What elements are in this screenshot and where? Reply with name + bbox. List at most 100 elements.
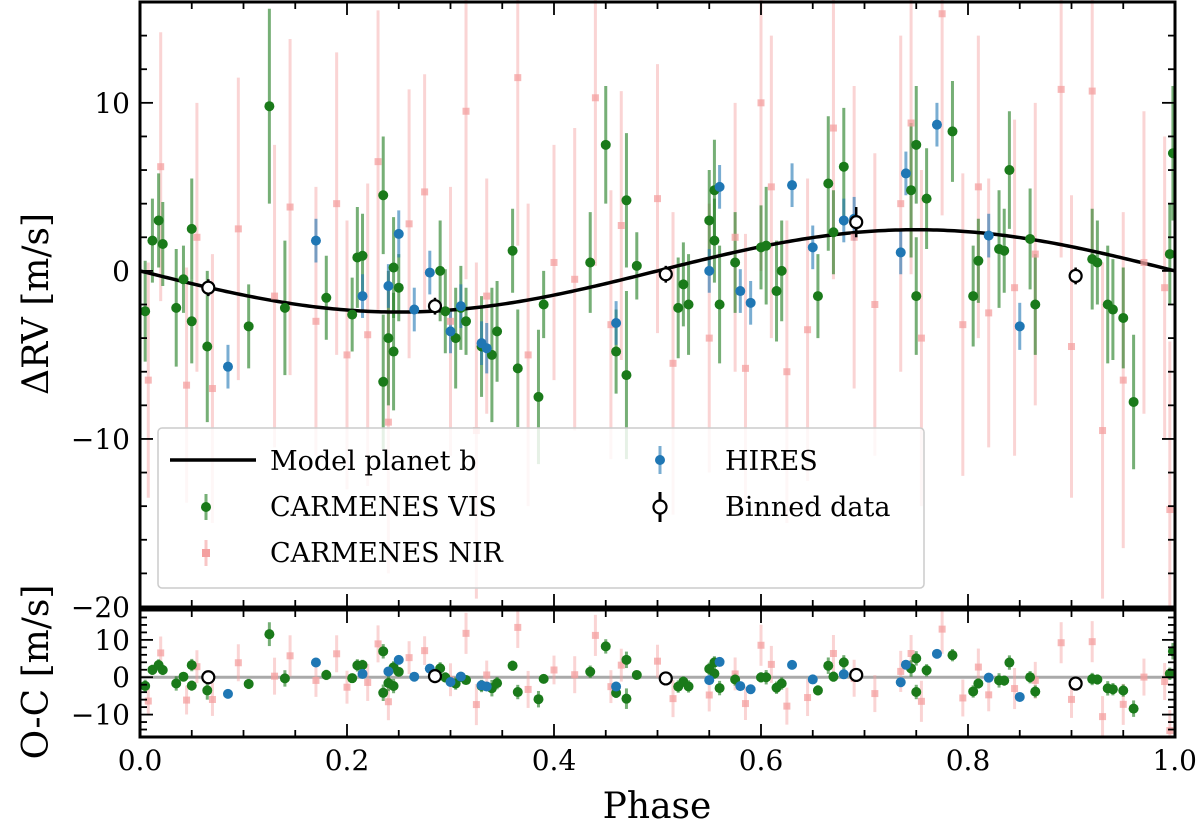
bot-nir-point-40 [907,650,915,658]
top-vis-point-17 [378,376,389,387]
top-hires-point-10 [481,343,492,354]
top-hires-point-5 [409,304,420,315]
bot-vis-point-32 [533,694,544,705]
top-nir-point-17 [462,107,470,115]
bot-hires-point-17 [807,674,818,685]
bot-vis-point-6 [186,660,197,671]
top-nir-point-4 [208,385,216,393]
bot-nir-point-43 [959,694,967,702]
top-vis-point-26 [461,316,472,327]
bot-hires-point-4 [393,654,404,665]
top-vis-point-53 [823,178,834,189]
bot-vis-point-39 [631,669,642,680]
top-nir-point-24 [591,94,599,102]
bot-nir-point-50 [1088,638,1096,646]
top-nir-point-40 [907,119,915,127]
top-vis-point-1 [147,235,158,246]
top-binned-point-4 [1068,268,1083,284]
bot-nir-point-30 [731,670,739,678]
top-vis-point-54 [828,227,839,238]
bot-vis-point-57 [911,686,922,697]
top-nir-point-53 [1140,258,1148,266]
xtick-label-5: 1.0 [1152,744,1197,777]
top-vis-point-61 [968,291,979,302]
bot-vis-point-37 [621,654,632,665]
top-nir-point-48 [1057,85,1065,93]
bot-hires-point-23 [983,672,994,683]
top-nir-point-31 [741,364,749,372]
top-ytick-label-0: −20 [71,591,130,624]
xtick-label-1: 0.2 [325,744,370,777]
top-hires-point-15 [745,297,756,308]
bot-nir-point-38 [871,690,879,698]
bot-vis-point-52 [812,685,823,696]
top-nir-point-38 [871,301,879,308]
top-vis-point-18 [383,333,394,344]
xtick-label-0: 0.0 [118,744,163,777]
top-vis-point-10 [264,101,275,112]
legend-label-vis: CARMENES VIS [270,492,497,523]
top-nir-point-2 [183,381,191,389]
bot-nir-point-14 [405,654,413,662]
bot-vis-point-16 [378,646,389,657]
bot-vis-point-71 [1107,684,1118,695]
top-nir-point-0 [144,376,152,384]
top-vis-point-43 [704,215,715,226]
bot-nir-point-26 [617,661,625,669]
top-vis-point-31 [512,363,523,374]
top-vis-point-52 [812,291,823,302]
top-vis-point-51 [776,265,787,276]
top-nir-point-30 [731,233,739,241]
bot-nir-point-4 [208,695,216,703]
legend-label-binned: Binned data [725,492,890,523]
bot-nir-point-34 [783,702,791,710]
bot-vis-point-72 [1118,685,1129,696]
bot-nir-point-6 [271,672,279,680]
top-nir-point-26 [617,222,625,230]
bot-vis-point-12 [321,669,332,680]
bot-nir-point-2 [183,696,191,704]
bot-hires-point-3 [383,666,394,677]
top-vis-point-49 [761,240,772,251]
bot-vis-point-46 [714,683,725,694]
bot-hires-point-18 [838,669,849,680]
legend: Model planet b CARMENES VIS CARMENES NIR… [157,427,925,589]
top-nir-point-50 [1088,87,1096,95]
top-nir-point-34 [783,368,791,376]
legend-label-model: Model planet b [270,446,476,477]
top-nir-point-39 [897,200,905,208]
top-vis-point-65 [1004,165,1015,176]
top-vis-point-33 [538,299,549,310]
top-vis-point-58 [911,139,922,150]
bot-nir-point-11 [364,678,372,686]
top-hires-point-1 [310,235,321,246]
top-nir-point-29 [705,334,713,342]
top-nir-point-45 [985,309,993,317]
bot-vis-point-61 [968,686,979,697]
legend-marker-nir [202,549,210,557]
top-nir-point-42 [938,10,946,18]
bot-nir-point-49 [1068,695,1075,703]
bot-vis-point-21 [393,666,404,677]
bot-vis-point-55 [838,657,849,668]
top-vis-point-64 [999,245,1010,256]
bot-nir-point-45 [985,691,993,699]
top-nir-point-14 [405,220,413,228]
top-vis-point-16 [378,190,389,201]
top-nir-point-54 [1161,284,1169,292]
bot-nir-point-29 [705,691,713,699]
legend-label-nir: CARMENES NIR [270,538,504,569]
bot-hires-point-8 [455,671,466,682]
bot-nir-point-19 [483,671,491,679]
top-nir-point-8 [312,317,320,325]
legend-box [157,427,925,589]
bot-vis-point-29 [492,678,503,689]
top-nir-point-19 [483,292,491,300]
bot-vis-point-64 [999,675,1010,686]
top-vis-point-50 [771,286,782,297]
top-hires-point-17 [807,242,818,253]
top-vis-point-3 [157,239,168,249]
bot-vis-point-53 [823,660,834,671]
bot-vis-point-73 [1128,703,1139,714]
